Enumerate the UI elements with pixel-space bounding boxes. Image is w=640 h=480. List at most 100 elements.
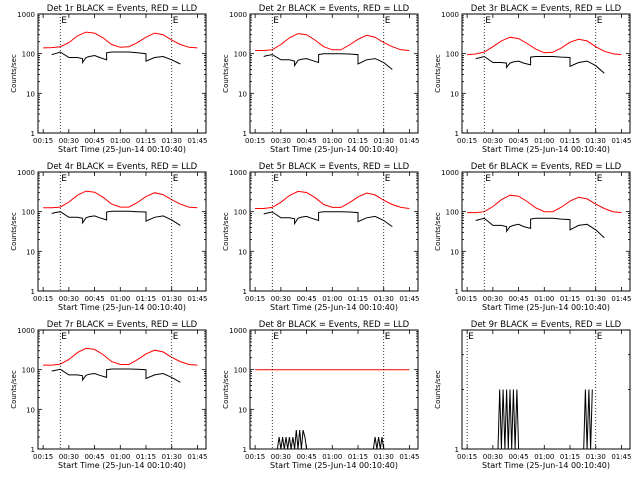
y-tick-label: 1000	[229, 169, 247, 177]
plot-title: Det 5r BLACK = Events, RED = LLD	[259, 162, 410, 172]
y-tick-label: 1	[243, 130, 247, 138]
lld-series-line	[43, 190, 198, 209]
x-tick-label: 01:30	[162, 137, 182, 145]
x-axis-label: Start Time (25-Jun-14 00:10:40)	[270, 303, 398, 312]
event-marker-label: E	[61, 174, 67, 184]
x-tick-label: 00:30	[271, 137, 291, 145]
x-tick-label: 01:00	[110, 137, 130, 145]
x-tick-label: 01:15	[348, 295, 368, 303]
x-tick-label: 01:45	[611, 137, 631, 145]
x-tick-label: 01:30	[586, 137, 606, 145]
y-tick-label: 100	[22, 51, 35, 59]
events-series-line	[276, 429, 385, 449]
event-marker-label: E	[597, 16, 603, 26]
x-tick-label: 00:45	[508, 137, 528, 145]
y-tick-label: 1000	[441, 11, 459, 19]
x-tick-label: 01:45	[611, 295, 631, 303]
y-tick-label: 1	[243, 288, 247, 296]
x-tick-label: 01:00	[534, 137, 554, 145]
lld-series-line	[467, 36, 622, 56]
x-tick-label: 00:30	[483, 295, 503, 303]
x-tick-label: 01:30	[162, 295, 182, 303]
x-tick-label: 01:15	[348, 137, 368, 145]
plot-title: Det 9r BLACK = Events, RED = LLD	[471, 320, 622, 330]
lld-series-line	[255, 33, 410, 51]
x-axis-label: Start Time (25-Jun-14 00:10:40)	[482, 303, 610, 312]
x-axis-label: Start Time (25-Jun-14 00:10:40)	[58, 145, 186, 154]
x-tick-label: 00:45	[84, 137, 104, 145]
x-tick-label: 00:15	[457, 295, 477, 303]
lld-series-line	[43, 347, 198, 366]
plot-title: Det 8r BLACK = Events, RED = LLD	[259, 320, 410, 330]
event-marker-label: E	[273, 174, 279, 184]
x-tick-label: 00:30	[59, 453, 79, 461]
x-tick-label: 01:30	[374, 137, 394, 145]
y-tick-label: 1000	[17, 327, 35, 335]
event-marker-label: E	[485, 16, 491, 26]
x-tick-label: 00:15	[245, 137, 265, 145]
plot-panel-det2: Det 2r BLACK = Events, RED = LLD E E 00:15 0…	[222, 4, 420, 154]
x-tick-label: 01:15	[560, 453, 580, 461]
x-tick-label: 01:45	[187, 453, 207, 461]
events-series-line	[51, 368, 181, 383]
y-tick-label: 1000	[441, 169, 459, 177]
y-tick-label: 10	[26, 248, 35, 256]
x-axis-label: Start Time (25-Jun-14 00:10:40)	[482, 145, 610, 154]
x-tick-label: 01:45	[611, 453, 631, 461]
x-tick-label: 00:45	[84, 453, 104, 461]
x-tick-label: 00:45	[296, 453, 316, 461]
y-tick-label: 1	[31, 446, 35, 454]
x-tick-label: 01:30	[374, 453, 394, 461]
y-axis-label: Counts/sec	[434, 54, 442, 93]
events-series-line	[51, 51, 181, 65]
x-tick-label: 00:15	[33, 137, 53, 145]
x-tick-label: 00:15	[457, 137, 477, 145]
plot-panel-det9: Det 9r BLACK = Events, RED = LLD E E 00:15 0…	[434, 320, 632, 470]
y-tick-label: 100	[22, 209, 35, 217]
y-tick-label: 1000	[17, 11, 35, 19]
x-tick-label: 00:15	[33, 453, 53, 461]
y-tick-label: 10	[26, 90, 35, 98]
x-tick-label: 01:00	[322, 137, 342, 145]
plot-frame	[249, 171, 419, 292]
plot-panel-det8: Det 8r BLACK = Events, RED = LLD E E 00:15 0…	[222, 320, 420, 470]
y-tick-label: 10	[450, 90, 459, 98]
event-marker-label: E	[385, 332, 391, 342]
event-marker-label: E	[273, 332, 279, 342]
y-tick-label: 100	[234, 367, 247, 375]
y-tick-label: 100	[234, 209, 247, 217]
event-marker-label: E	[468, 332, 474, 342]
plot-panel-det1: Det 1r BLACK = Events, RED = LLD E E 00:15 0…	[10, 4, 208, 154]
x-axis-label: Start Time (25-Jun-14 00:10:40)	[270, 461, 398, 470]
plot-panel-det5: Det 5r BLACK = Events, RED = LLD E E 00:15 0…	[222, 162, 420, 312]
x-tick-label: 01:30	[586, 453, 606, 461]
plot-frame	[461, 171, 631, 292]
y-axis-label: Counts/sec	[222, 370, 230, 409]
y-axis-label: Counts/sec	[222, 54, 230, 93]
lld-series-line	[467, 194, 622, 214]
plot-title: Det 4r BLACK = Events, RED = LLD	[47, 162, 198, 172]
events-series-line	[475, 55, 605, 74]
y-tick-label: 100	[22, 367, 35, 375]
plot-frame	[461, 13, 631, 134]
x-tick-label: 01:45	[399, 295, 419, 303]
y-tick-label: 1000	[17, 169, 35, 177]
x-tick-label: 00:45	[296, 137, 316, 145]
y-tick-label: 10	[450, 248, 459, 256]
x-tick-label: 01:15	[136, 137, 156, 145]
plot-title: Det 2r BLACK = Events, RED = LLD	[259, 4, 410, 14]
plot-frame	[37, 171, 207, 292]
x-tick-label: 00:45	[296, 295, 316, 303]
y-tick-label: 100	[446, 209, 459, 217]
x-tick-label: 01:00	[534, 295, 554, 303]
event-marker-label: E	[385, 16, 391, 26]
x-tick-label: 00:15	[33, 295, 53, 303]
y-axis-label: Counts/sec	[10, 370, 18, 409]
x-tick-label: 01:30	[374, 295, 394, 303]
x-tick-label: 00:15	[245, 295, 265, 303]
plot-title: Det 7r BLACK = Events, RED = LLD	[47, 320, 198, 330]
x-axis-label: Start Time (25-Jun-14 00:10:40)	[58, 303, 186, 312]
x-tick-label: 01:30	[586, 295, 606, 303]
y-tick-label: 1000	[229, 11, 247, 19]
